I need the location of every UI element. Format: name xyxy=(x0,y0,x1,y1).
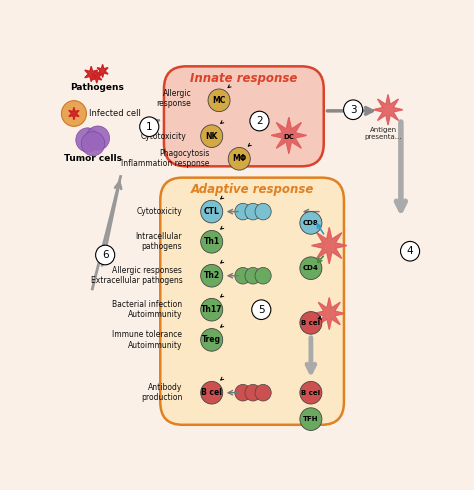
Circle shape xyxy=(255,385,271,401)
Polygon shape xyxy=(271,117,307,153)
Text: Antibody
production: Antibody production xyxy=(141,383,182,402)
Circle shape xyxy=(201,230,223,253)
Text: TFH: TFH xyxy=(303,416,319,422)
Text: Pathogens: Pathogens xyxy=(70,83,124,92)
Text: Tumor cells: Tumor cells xyxy=(64,154,122,163)
Polygon shape xyxy=(311,227,347,264)
Text: Infected cell: Infected cell xyxy=(89,109,140,118)
Circle shape xyxy=(250,111,269,131)
Circle shape xyxy=(201,125,223,147)
Circle shape xyxy=(252,300,271,319)
Text: Allergic responses
Extracellular pathogens: Allergic responses Extracellular pathoge… xyxy=(91,266,182,286)
Text: CTL: CTL xyxy=(204,207,219,216)
Text: 1: 1 xyxy=(146,122,153,132)
Circle shape xyxy=(96,245,115,265)
Circle shape xyxy=(62,100,86,126)
Text: Treg: Treg xyxy=(202,335,221,344)
Text: Bacterial infection
Autoimmunity: Bacterial infection Autoimmunity xyxy=(112,300,182,319)
Polygon shape xyxy=(314,297,345,329)
Circle shape xyxy=(201,329,223,351)
Text: Innate response: Innate response xyxy=(190,72,298,85)
Text: CD8: CD8 xyxy=(303,220,319,226)
Text: B cel: B cel xyxy=(201,388,222,397)
Text: Th2: Th2 xyxy=(204,271,220,280)
Polygon shape xyxy=(97,65,108,77)
Circle shape xyxy=(235,385,251,401)
Text: Th1: Th1 xyxy=(204,237,220,246)
Circle shape xyxy=(245,385,261,401)
Text: B cel: B cel xyxy=(301,390,320,396)
Text: Adaptive response: Adaptive response xyxy=(191,183,314,196)
Text: 6: 6 xyxy=(102,250,109,260)
Circle shape xyxy=(245,268,261,284)
Circle shape xyxy=(82,132,105,156)
Text: DC: DC xyxy=(283,134,294,140)
FancyBboxPatch shape xyxy=(160,178,344,425)
Circle shape xyxy=(228,147,250,170)
FancyBboxPatch shape xyxy=(164,66,324,166)
Polygon shape xyxy=(85,66,98,81)
Text: Antigen
presenta...: Antigen presenta... xyxy=(365,127,402,140)
Circle shape xyxy=(300,312,322,334)
Circle shape xyxy=(401,242,419,261)
Circle shape xyxy=(235,268,251,284)
Circle shape xyxy=(86,126,109,150)
Text: NK: NK xyxy=(206,132,218,141)
Circle shape xyxy=(300,381,322,404)
Text: Immune tolerance
Autoimmunity: Immune tolerance Autoimmunity xyxy=(112,330,182,349)
Text: Allergic
response: Allergic response xyxy=(157,89,191,108)
Text: 5: 5 xyxy=(258,305,264,315)
Circle shape xyxy=(300,257,322,279)
Text: Phagocytosis
Inflammation response: Phagocytosis Inflammation response xyxy=(121,149,210,169)
Circle shape xyxy=(201,381,223,404)
Text: MΦ: MΦ xyxy=(232,154,246,163)
Circle shape xyxy=(140,117,159,137)
Polygon shape xyxy=(91,71,102,83)
Circle shape xyxy=(201,200,223,223)
Circle shape xyxy=(76,128,99,152)
Circle shape xyxy=(300,212,322,234)
Text: Cytotoxicity: Cytotoxicity xyxy=(140,132,186,141)
Circle shape xyxy=(344,100,363,120)
Text: 4: 4 xyxy=(407,246,413,256)
Circle shape xyxy=(255,203,271,220)
Text: 3: 3 xyxy=(350,105,356,115)
Circle shape xyxy=(208,89,230,112)
Text: Intracellular
pathogens: Intracellular pathogens xyxy=(136,232,182,251)
Circle shape xyxy=(235,203,251,220)
Circle shape xyxy=(201,265,223,287)
Circle shape xyxy=(255,268,271,284)
Text: 2: 2 xyxy=(256,116,263,126)
Text: CD4: CD4 xyxy=(303,265,319,271)
Text: Th17: Th17 xyxy=(201,305,222,314)
Text: Cytotoxicity: Cytotoxicity xyxy=(137,207,182,216)
Text: B cel: B cel xyxy=(301,320,320,326)
Text: MC: MC xyxy=(212,96,226,105)
Circle shape xyxy=(245,203,261,220)
Polygon shape xyxy=(374,95,403,125)
Polygon shape xyxy=(69,107,79,120)
Circle shape xyxy=(201,298,223,321)
Circle shape xyxy=(300,408,322,430)
